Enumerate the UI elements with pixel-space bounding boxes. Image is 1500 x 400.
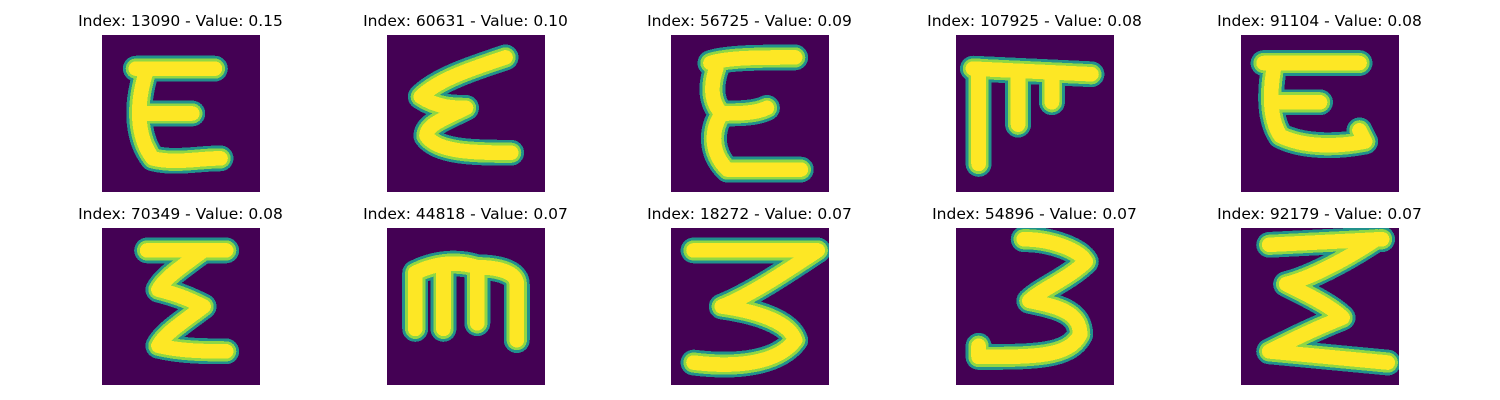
panel-title: Index: 92179 - Value: 0.07 xyxy=(1217,205,1422,223)
image-panel: Index: 56725 - Value: 0.09 xyxy=(607,0,892,192)
glyph-stroke-core xyxy=(1261,231,1396,370)
glyph-stroke-core xyxy=(139,243,234,359)
glyph-image xyxy=(102,228,260,385)
glyph-svg xyxy=(671,35,829,192)
glyph-svg xyxy=(1241,35,1399,192)
glyph-svg xyxy=(956,35,1114,192)
glyph-image xyxy=(1241,35,1399,192)
glyph-stroke-core xyxy=(965,61,1099,172)
glyph-svg xyxy=(1241,228,1399,385)
glyph-stroke-core xyxy=(1256,55,1373,153)
glyph-image xyxy=(387,35,545,192)
image-panel: Index: 13090 - Value: 0.15 xyxy=(38,0,323,192)
glyph-svg xyxy=(102,228,260,385)
glyph-stroke-core xyxy=(407,256,525,348)
glyph-image xyxy=(1241,228,1399,385)
glyph-stroke-core xyxy=(686,243,826,372)
glyph-image xyxy=(102,35,260,192)
panel-title: Index: 44818 - Value: 0.07 xyxy=(363,205,568,223)
panel-title: Index: 54896 - Value: 0.07 xyxy=(932,205,1137,223)
glyph-svg xyxy=(671,228,829,385)
image-panel: Index: 91104 - Value: 0.08 xyxy=(1177,0,1462,192)
glyph-svg xyxy=(387,228,545,385)
panel-title: Index: 91104 - Value: 0.08 xyxy=(1217,12,1422,30)
glyph-image xyxy=(956,35,1114,192)
glyph-image xyxy=(671,228,829,385)
image-panel: Index: 70349 - Value: 0.08 xyxy=(38,193,323,385)
panel-title: Index: 107925 - Value: 0.08 xyxy=(927,12,1142,30)
glyph-image xyxy=(387,228,545,385)
glyph-svg xyxy=(956,228,1114,385)
image-panel: Index: 107925 - Value: 0.08 xyxy=(892,0,1177,192)
glyph-image xyxy=(956,228,1114,385)
panel-title: Index: 18272 - Value: 0.07 xyxy=(647,205,852,223)
image-panel: Index: 18272 - Value: 0.07 xyxy=(607,193,892,385)
panel-title: Index: 60631 - Value: 0.10 xyxy=(363,12,568,30)
glyph-stroke-core xyxy=(413,50,519,161)
image-panel: Index: 54896 - Value: 0.07 xyxy=(892,193,1177,385)
glyph-image xyxy=(671,35,829,192)
glyph-svg xyxy=(102,35,260,192)
panel-title: Index: 56725 - Value: 0.09 xyxy=(647,12,852,30)
panel-title: Index: 13090 - Value: 0.15 xyxy=(78,12,283,30)
glyph-stroke-core xyxy=(128,61,228,169)
image-panel: Index: 92179 - Value: 0.07 xyxy=(1177,193,1462,385)
glyph-svg xyxy=(387,35,545,192)
glyph-stroke-core xyxy=(971,231,1094,365)
image-panel: Index: 60631 - Value: 0.10 xyxy=(323,0,608,192)
glyph-stroke-core xyxy=(703,50,809,177)
image-panel: Index: 44818 - Value: 0.07 xyxy=(323,193,608,385)
panel-title: Index: 70349 - Value: 0.08 xyxy=(78,205,283,223)
